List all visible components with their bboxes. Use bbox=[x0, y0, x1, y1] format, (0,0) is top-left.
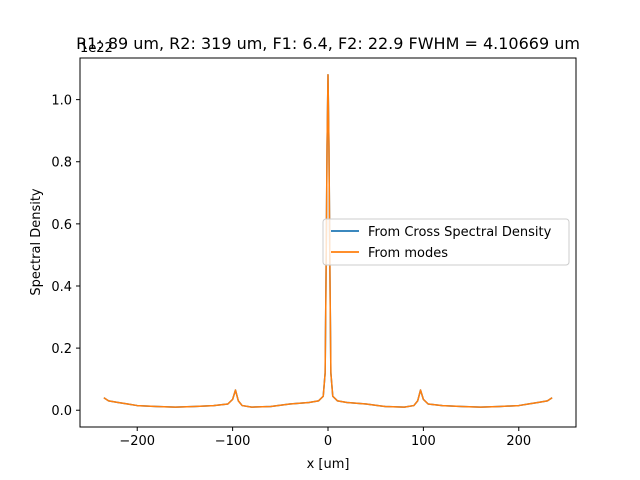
legend: From Cross Spectral Density From modes bbox=[322, 218, 570, 266]
y-tick-label: 0.4 bbox=[51, 280, 72, 295]
series-lines bbox=[103, 74, 553, 408]
x-tick-label: −100 bbox=[215, 434, 251, 449]
y-axis: 0.0 0.2 0.4 0.6 0.8 1.0 bbox=[51, 94, 80, 419]
y-tick-label: 0.6 bbox=[51, 218, 72, 233]
legend-label-modes: From modes bbox=[368, 246, 448, 261]
y-offset-text: 1e22 bbox=[80, 41, 113, 56]
plot-area: −200 −100 0 100 200 0.0 0.2 0.4 0.6 0.8 1.0 bbox=[51, 57, 577, 449]
x-tick-label: 0 bbox=[324, 434, 332, 449]
legend-box bbox=[322, 218, 570, 266]
y-tick-label: 0.0 bbox=[51, 404, 72, 419]
y-tick-label: 0.8 bbox=[51, 156, 72, 171]
chart-title: R1: 89 um, R2: 319 um, F1: 6.4, F2: 22.9… bbox=[76, 34, 580, 53]
x-tick-label: 100 bbox=[411, 434, 436, 449]
x-axis: −200 −100 0 100 200 bbox=[119, 427, 531, 449]
x-tick-label: 200 bbox=[506, 434, 531, 449]
y-tick-label: 0.2 bbox=[51, 342, 72, 357]
legend-label-csd: From Cross Spectral Density bbox=[368, 225, 552, 240]
x-tick-label: −200 bbox=[119, 434, 155, 449]
y-tick-label: 1.0 bbox=[51, 94, 72, 109]
x-axis-label: x [um] bbox=[307, 457, 350, 472]
y-axis-label: Spectral Density bbox=[29, 188, 44, 296]
series-line-modes bbox=[103, 74, 553, 408]
